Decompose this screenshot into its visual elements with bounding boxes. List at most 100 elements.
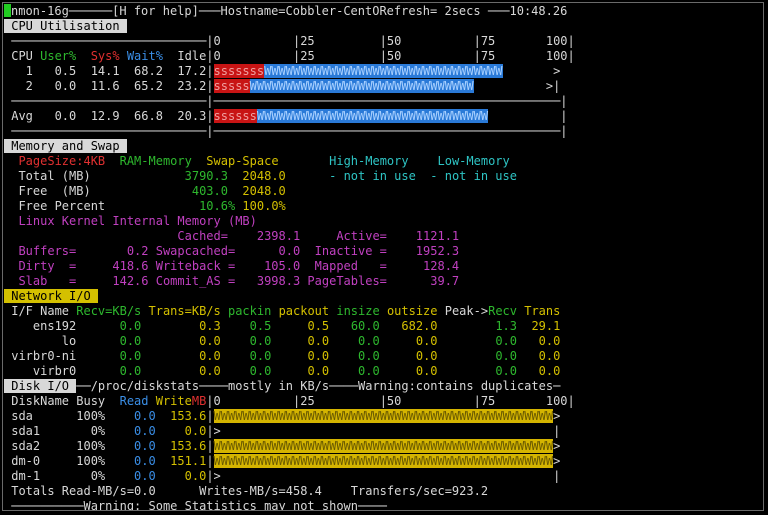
text-segment: sda1 0% [4, 424, 106, 438]
text-segment: 100.0% [235, 199, 286, 213]
highlight-segment: Network I/O [4, 289, 98, 303]
text-segment: packout [278, 304, 337, 318]
text-segment: Buffers= 0.2 Swapcached= 0.0 Inactive = … [4, 244, 460, 258]
text-segment: packin [227, 304, 279, 318]
text-segment: 0.0 [155, 424, 207, 438]
text-segment: Trans=KB/s [148, 304, 228, 318]
text-segment: Free (MB) [4, 184, 91, 198]
text-segment: > [553, 439, 561, 453]
text-segment: ──/proc/diskstats────mostly in KB/s────W… [76, 379, 561, 393]
text-segment: PageSize:4KB [4, 154, 120, 168]
terminal-line: Totals Read-MB/s=0.0 Writes-MB/s=458.4 T… [4, 484, 763, 499]
text-segment: 0.0 [329, 349, 380, 363]
text-segment: virbr0 [4, 364, 77, 378]
text-segment: 2048.0 [227, 169, 286, 183]
highlight-segment: sssss [213, 79, 250, 93]
text-segment: 0.0 [437, 349, 517, 363]
terminal-line: ───────────────────────────|0 |25 |50 |7… [4, 34, 763, 49]
text-segment: - not in use [285, 169, 416, 183]
highlight-segment: Disk I/O [4, 379, 77, 393]
text-segment: 60.0 [329, 319, 380, 333]
text-segment: 29.1 [517, 319, 561, 333]
text-segment: 0.0 [517, 349, 561, 363]
text-segment: > [553, 409, 561, 423]
text-segment: Low-Memory [437, 154, 510, 168]
text-segment: 0.0 [220, 334, 272, 348]
text-segment: nmon-16g──────[H for help]───Hostname=Co… [11, 4, 568, 18]
text-segment: - not in use [415, 169, 517, 183]
text-segment: 2 0.0 11.6 65.2 23.2| [4, 79, 214, 93]
highlight-segment: WWWWWWWWWWWWWWWWWWWWWWWWWWWWWWWWWWWWWWWW… [213, 439, 554, 453]
text-segment: 0.0 [271, 364, 330, 378]
text-segment: CPU [4, 49, 41, 63]
text-segment: Swap-Space [206, 154, 330, 168]
terminal-line: Total (MB) 3790.3 2048.0 - not in use - … [4, 169, 763, 184]
terminal-line: dm-0 100% 0.0 151.1|WWWWWWWWWWWWWWWWWWWW… [4, 454, 763, 469]
text-segment: Recv [488, 304, 525, 318]
text-segment: 0.0 [76, 334, 142, 348]
text-segment: Trans [524, 304, 561, 318]
text-segment: ───────────────────────────|0 |25 |50 |7… [4, 34, 575, 48]
text-segment: | [206, 409, 214, 423]
text-segment: 0.5 [220, 319, 272, 333]
terminal-line: sda2 100% 0.0 153.6|WWWWWWWWWWWWWWWWWWWW… [4, 439, 763, 454]
terminal-line: DiskName Busy Read WriteMB|0 |25 |50 |75… [4, 394, 763, 409]
highlight-segment: WWWWWWWWWWWWWWWWWWWWWWWWWWWWWWWWW [264, 64, 503, 78]
terminal-line: I/F Name Recv=KB/s Trans=KB/s packin pac… [4, 304, 763, 319]
text-segment: 682.0 [379, 319, 438, 333]
text-segment: Linux Kernel Internal Memory (MB) [4, 214, 257, 228]
text-segment: User% [40, 49, 91, 63]
text-segment: 403.0 [90, 184, 228, 198]
text-segment: | [206, 439, 214, 453]
text-segment: 0.0 [220, 349, 272, 363]
highlight-segment: sssssss [213, 64, 265, 78]
text-segment: | [206, 454, 214, 468]
text-segment: 0.0 [155, 469, 207, 483]
terminal-line: Memory and Swap [4, 139, 763, 154]
text-segment: 0.0 [105, 439, 156, 453]
highlight-segment: WWWWWWWWWWWWWWWWWWWWWWWWWWWWWWWW [256, 109, 489, 123]
text-segment: outsize [386, 304, 445, 318]
highlight-segment: WWWWWWWWWWWWWWWWWWWWWWWWWWWWWWW [249, 79, 474, 93]
text-segment: High-Memory [329, 154, 438, 168]
text-segment: |0 |25 |50 |75 100| [206, 394, 575, 408]
terminal-line: virbr0-ni 0.0 0.0 0.0 0.0 0.0 0.0 0.0 0.… [4, 349, 763, 364]
text-segment: 0.0 [76, 364, 142, 378]
text-segment: 0.0 [76, 319, 142, 333]
terminal-line: lo 0.0 0.0 0.0 0.0 0.0 0.0 0.0 0.0 [4, 334, 763, 349]
text-segment: 3790.3 [90, 169, 228, 183]
text-segment: Read [119, 394, 156, 408]
text-segment: 0.0 [329, 364, 380, 378]
text-segment: Peak-> [444, 304, 489, 318]
text-segment: 151.1 [155, 454, 207, 468]
text-segment: 2048.0 [227, 184, 286, 198]
text-segment: 0.0 [105, 424, 156, 438]
highlight-segment: Memory and Swap [4, 139, 127, 153]
text-segment: 0.0 [76, 349, 142, 363]
text-segment: virbr0-ni [4, 349, 77, 363]
text-segment: ───────────────────────────|────────────… [4, 94, 568, 108]
text-segment: 0.0 [379, 364, 438, 378]
text-segment: sda2 100% [4, 439, 106, 453]
text-segment: dm-1 0% [4, 469, 106, 483]
text-segment: 0.3 [141, 319, 221, 333]
terminal-line: nmon-16g──────[H for help]───Hostname=Co… [4, 4, 763, 19]
terminal-line: Dirty = 418.6 Writeback = 105.0 Mapped =… [4, 259, 763, 274]
text-segment: 0.0 [517, 364, 561, 378]
text-segment: Sys% [90, 49, 127, 63]
text-segment: >| [473, 79, 561, 93]
text-segment: 1.3 [437, 319, 517, 333]
text-segment: 0.0 [105, 469, 156, 483]
text-segment: 0.5 [271, 319, 330, 333]
text-segment: 153.6 [155, 409, 207, 423]
text-segment: Total (MB) [4, 169, 91, 183]
text-segment: 0.0 [141, 334, 221, 348]
text-segment: ──────────Warning: Some Statistics may n… [4, 499, 387, 511]
text-segment: ens192 [4, 319, 77, 333]
text-segment: Slab = 142.6 Commit_AS = 3998.3 PageTabl… [4, 274, 460, 288]
text-segment: Cached= 2398.1 Active= 1121.1 [4, 229, 460, 243]
terminal-line: Avg 0.0 12.9 66.8 20.3|ssssssWWWWWWWWWWW… [4, 109, 763, 124]
terminal-line: Slab = 142.6 Commit_AS = 3998.3 PageTabl… [4, 274, 763, 289]
text-segment: 0.0 [517, 334, 561, 348]
